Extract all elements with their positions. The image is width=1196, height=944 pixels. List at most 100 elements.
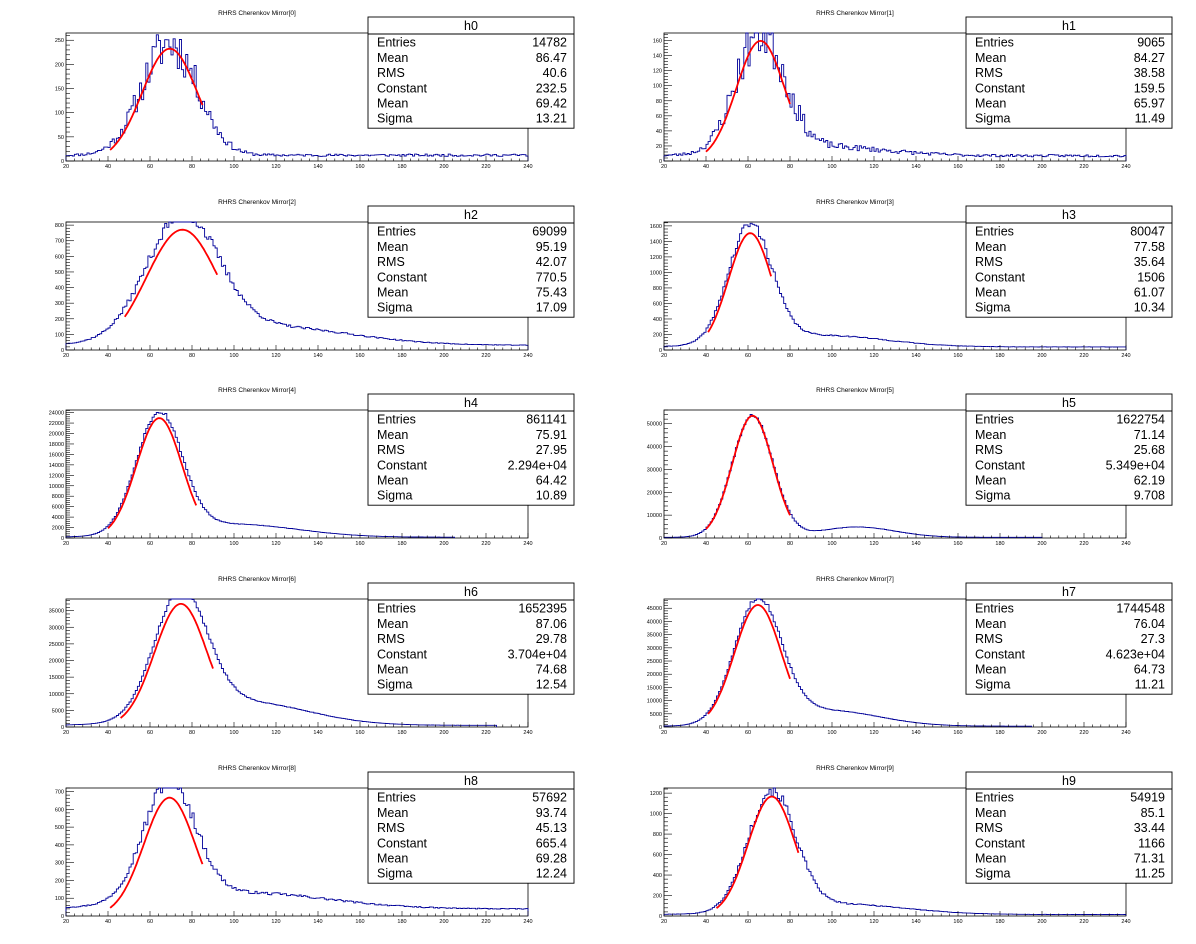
x-tick-label: 120 xyxy=(271,541,280,547)
stats-label: Mean xyxy=(975,806,1006,820)
histogram-series xyxy=(65,221,529,350)
chart-title: RHRS Cherenkov Mirror[9] xyxy=(816,765,894,772)
stats-label: Mean xyxy=(377,617,408,631)
y-tick-label: 100 xyxy=(653,84,662,90)
x-tick-label: 140 xyxy=(313,164,322,170)
y-tick-label: 800 xyxy=(55,223,64,229)
stats-value: 4.623e+04 xyxy=(1106,647,1165,661)
histogram-series xyxy=(663,414,1043,538)
y-tick-label: 16000 xyxy=(49,452,64,458)
x-tick-label: 120 xyxy=(869,541,878,547)
stats-value: 86.47 xyxy=(536,51,567,65)
x-tick-label: 60 xyxy=(745,353,751,359)
stats-label: Mean xyxy=(975,51,1006,65)
x-tick-label: 220 xyxy=(1079,541,1088,547)
y-tick-label: 0 xyxy=(61,536,64,542)
x-tick-label: 160 xyxy=(355,919,364,925)
y-tick-label: 600 xyxy=(653,301,662,307)
stats-box-name: h9 xyxy=(1062,774,1076,788)
stats-box-frame xyxy=(965,16,1173,129)
x-tick-label: 60 xyxy=(745,919,751,925)
stats-value: 9.708 xyxy=(1134,489,1165,503)
stats-label: Entries xyxy=(377,791,416,805)
histogram-series xyxy=(65,34,529,161)
stats-box: h1 Entries 9065 Mean 84.27 RMS 38.58 Constant 15… xyxy=(965,16,1173,129)
y-tick-label: 150 xyxy=(55,87,64,93)
chart-title: RHRS Cherenkov Mirror[6] xyxy=(218,576,296,583)
x-tick-label: 240 xyxy=(1121,919,1130,925)
x-tick-label: 180 xyxy=(995,164,1004,170)
y-tick-label: 800 xyxy=(653,832,662,838)
x-tick-label: 80 xyxy=(787,541,793,547)
chart-title: RHRS Cherenkov Mirror[3] xyxy=(816,199,894,206)
x-tick-label: 180 xyxy=(397,919,406,925)
chart-panel-5: RHRS Cherenkov Mirror[5] 20 40 60 80 100 120 14… xyxy=(647,387,1173,547)
y-tick-label: 20000 xyxy=(647,490,662,496)
y-tick-label: 200 xyxy=(653,894,662,900)
x-tick-label: 220 xyxy=(481,730,490,736)
x-tick-label: 160 xyxy=(953,541,962,547)
y-tick-label: 10000 xyxy=(647,513,662,519)
stats-label: Constant xyxy=(975,836,1026,850)
stats-value: 1506 xyxy=(1137,270,1165,284)
chart-title: RHRS Cherenkov Mirror[2] xyxy=(218,199,296,206)
stats-label: Entries xyxy=(975,413,1014,427)
stats-value: 75.43 xyxy=(536,286,567,300)
stats-value: 75.91 xyxy=(536,428,567,442)
y-tick-label: 0 xyxy=(659,348,662,354)
y-tick-label: 20000 xyxy=(49,659,64,665)
y-tick-label: 100 xyxy=(55,896,64,902)
stats-value: 77.58 xyxy=(1134,240,1165,254)
stats-box-name: h6 xyxy=(464,585,478,599)
stats-label: Sigma xyxy=(975,678,1010,692)
stats-label: RMS xyxy=(975,443,1003,457)
chart-panel-9: RHRS Cherenkov Mirror[9] 20 40 60 80 100 120 14… xyxy=(650,765,1173,925)
y-tick-label: 0 xyxy=(659,914,662,920)
y-tick-label: 120 xyxy=(653,69,662,75)
y-tick-label: 400 xyxy=(653,317,662,323)
stats-value: 61.07 xyxy=(1134,286,1165,300)
x-tick-label: 20 xyxy=(63,919,69,925)
y-tick-label: 200 xyxy=(55,878,64,884)
y-tick-label: 20000 xyxy=(647,672,662,678)
y-tick-label: 50 xyxy=(58,135,64,141)
histogram-series xyxy=(663,598,1032,727)
y-tick-label: 0 xyxy=(61,725,64,731)
stats-value: 232.5 xyxy=(536,81,567,95)
stats-value: 13.21 xyxy=(536,112,567,126)
y-tick-label: 60 xyxy=(656,114,662,120)
stats-value: 11.49 xyxy=(1135,112,1165,126)
x-tick-label: 20 xyxy=(661,164,667,170)
stats-box-name: h4 xyxy=(464,396,478,410)
y-tick-label: 0 xyxy=(659,536,662,542)
x-tick-label: 200 xyxy=(439,164,448,170)
stats-label: Mean xyxy=(975,474,1006,488)
gaussian-fit-curve xyxy=(109,47,204,151)
x-tick-label: 140 xyxy=(911,919,920,925)
stats-label: Entries xyxy=(975,602,1014,616)
x-tick-label: 20 xyxy=(63,353,69,359)
x-tick-label: 220 xyxy=(481,164,490,170)
stats-value: 159.5 xyxy=(1134,81,1165,95)
stats-box-name: h5 xyxy=(1062,396,1076,410)
y-tick-label: 400 xyxy=(55,843,64,849)
x-tick-label: 200 xyxy=(439,541,448,547)
x-tick-label: 140 xyxy=(313,541,322,547)
x-tick-label: 40 xyxy=(105,919,111,925)
stats-label: RMS xyxy=(377,632,405,646)
stats-value: 54919 xyxy=(1130,791,1165,805)
x-tick-label: 80 xyxy=(787,353,793,359)
y-tick-label: 0 xyxy=(659,159,662,165)
stats-label: Mean xyxy=(377,806,408,820)
histogram-series xyxy=(663,222,1127,350)
stats-label: Constant xyxy=(377,647,428,661)
x-tick-label: 100 xyxy=(827,541,836,547)
stats-value: 1744548 xyxy=(1116,602,1165,616)
y-tick-label: 1600 xyxy=(650,224,662,230)
x-tick-label: 40 xyxy=(703,730,709,736)
x-tick-label: 200 xyxy=(1037,353,1046,359)
y-tick-label: 400 xyxy=(653,873,662,879)
x-tick-label: 20 xyxy=(661,919,667,925)
y-tick-label: 500 xyxy=(55,825,64,831)
chart-panel-7: RHRS Cherenkov Mirror[7] 20 40 60 80 100 120 14… xyxy=(647,576,1173,736)
